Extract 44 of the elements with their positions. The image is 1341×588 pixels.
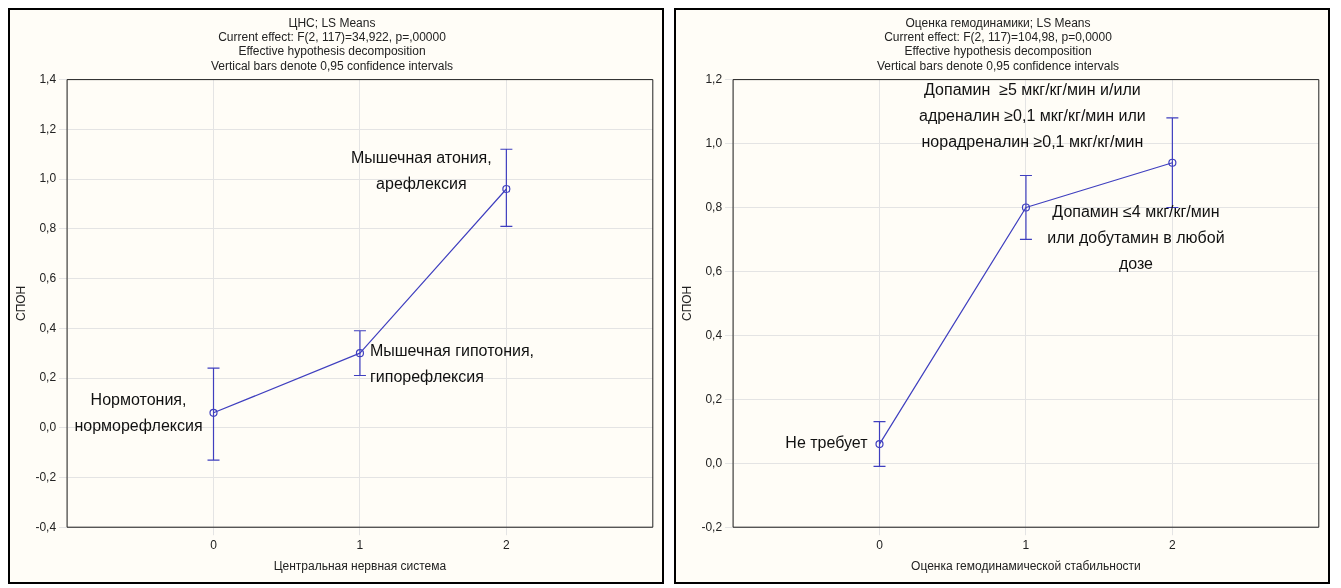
y-tick-label: 0,4 bbox=[705, 327, 723, 342]
y-tick-label: 1,4 bbox=[39, 71, 57, 86]
y-tick-label: 0,0 bbox=[705, 455, 723, 470]
point bbox=[1168, 158, 1177, 167]
y-tick-label: 0,2 bbox=[705, 391, 723, 406]
chart-subtitle: Current effect: F(2, 117)=104,98, p=0,0000 Effective hypothesis decomposition Vertical bars denote 0,95 confidence intervals bbox=[876, 29, 1120, 73]
point bbox=[875, 439, 884, 449]
chart-title: Оценка гемодинамики; LS Means bbox=[905, 15, 1091, 30]
y-tick-label: 1,0 bbox=[705, 135, 723, 150]
annotation: Мышечная атония, арефлексия bbox=[351, 149, 492, 193]
y-tick-label: 0,8 bbox=[705, 199, 723, 214]
annotation: Мышечная гипотония, гипорефлексия bbox=[369, 341, 535, 385]
y-tick-label: 0,0 bbox=[39, 420, 57, 435]
y-tick-label: 1,2 bbox=[39, 121, 57, 136]
y-tick-label: 0,4 bbox=[39, 320, 57, 335]
annotation: Допамин ≥5 мкг/кг/мин и/или адреналин ≥0,1 мкг/кг/мин или норадреналин ≥0,1 мкг/кг/мин bbox=[918, 81, 1146, 151]
point bbox=[502, 184, 511, 194]
y-axis-title: СПОН bbox=[13, 285, 28, 322]
y-tick-label: -0,2 bbox=[701, 519, 723, 534]
x-tick-label: 0 bbox=[876, 537, 884, 552]
y-tick-label: 0,8 bbox=[39, 221, 57, 236]
x-tick-label: 2 bbox=[1169, 537, 1177, 552]
annotation: Не требует bbox=[785, 434, 869, 452]
annotation: Допамин ≤4 мкг/кг/мин или добутамин в любой дозе bbox=[1047, 202, 1225, 272]
y-tick-label: 1,0 bbox=[39, 171, 57, 186]
y-tick-label: 0,2 bbox=[39, 370, 57, 385]
x-axis-title: Центральная нервная система bbox=[273, 559, 447, 574]
point bbox=[355, 349, 365, 358]
x-tick-label: 1 bbox=[1022, 537, 1030, 552]
x-tick-label: 2 bbox=[503, 537, 511, 552]
point bbox=[1021, 203, 1031, 212]
x-axis-title: Оценка гемодинамической стабильности bbox=[911, 559, 1141, 574]
y-tick-label: -0,4 bbox=[35, 519, 57, 534]
y-tick-label: 0,6 bbox=[705, 263, 723, 278]
point bbox=[209, 408, 218, 417]
y-axis-title: СПОН bbox=[679, 285, 694, 322]
chart-subtitle: Current effect: F(2, 117)=34,922, p=,00000 Effective hypothesis decomposition Vertical bars denote 0,95 confidence intervals bbox=[210, 29, 454, 73]
x-tick-label: 0 bbox=[210, 537, 218, 552]
y-tick-label: 0,6 bbox=[39, 270, 57, 285]
y-tick-label: 1,2 bbox=[705, 71, 723, 86]
chart-title: ЦНС; LS Means bbox=[288, 15, 376, 30]
x-tick-label: 1 bbox=[356, 537, 364, 552]
annotation: Нормотония, норморефлексия bbox=[74, 391, 203, 435]
y-tick-label: -0,2 bbox=[35, 469, 57, 484]
